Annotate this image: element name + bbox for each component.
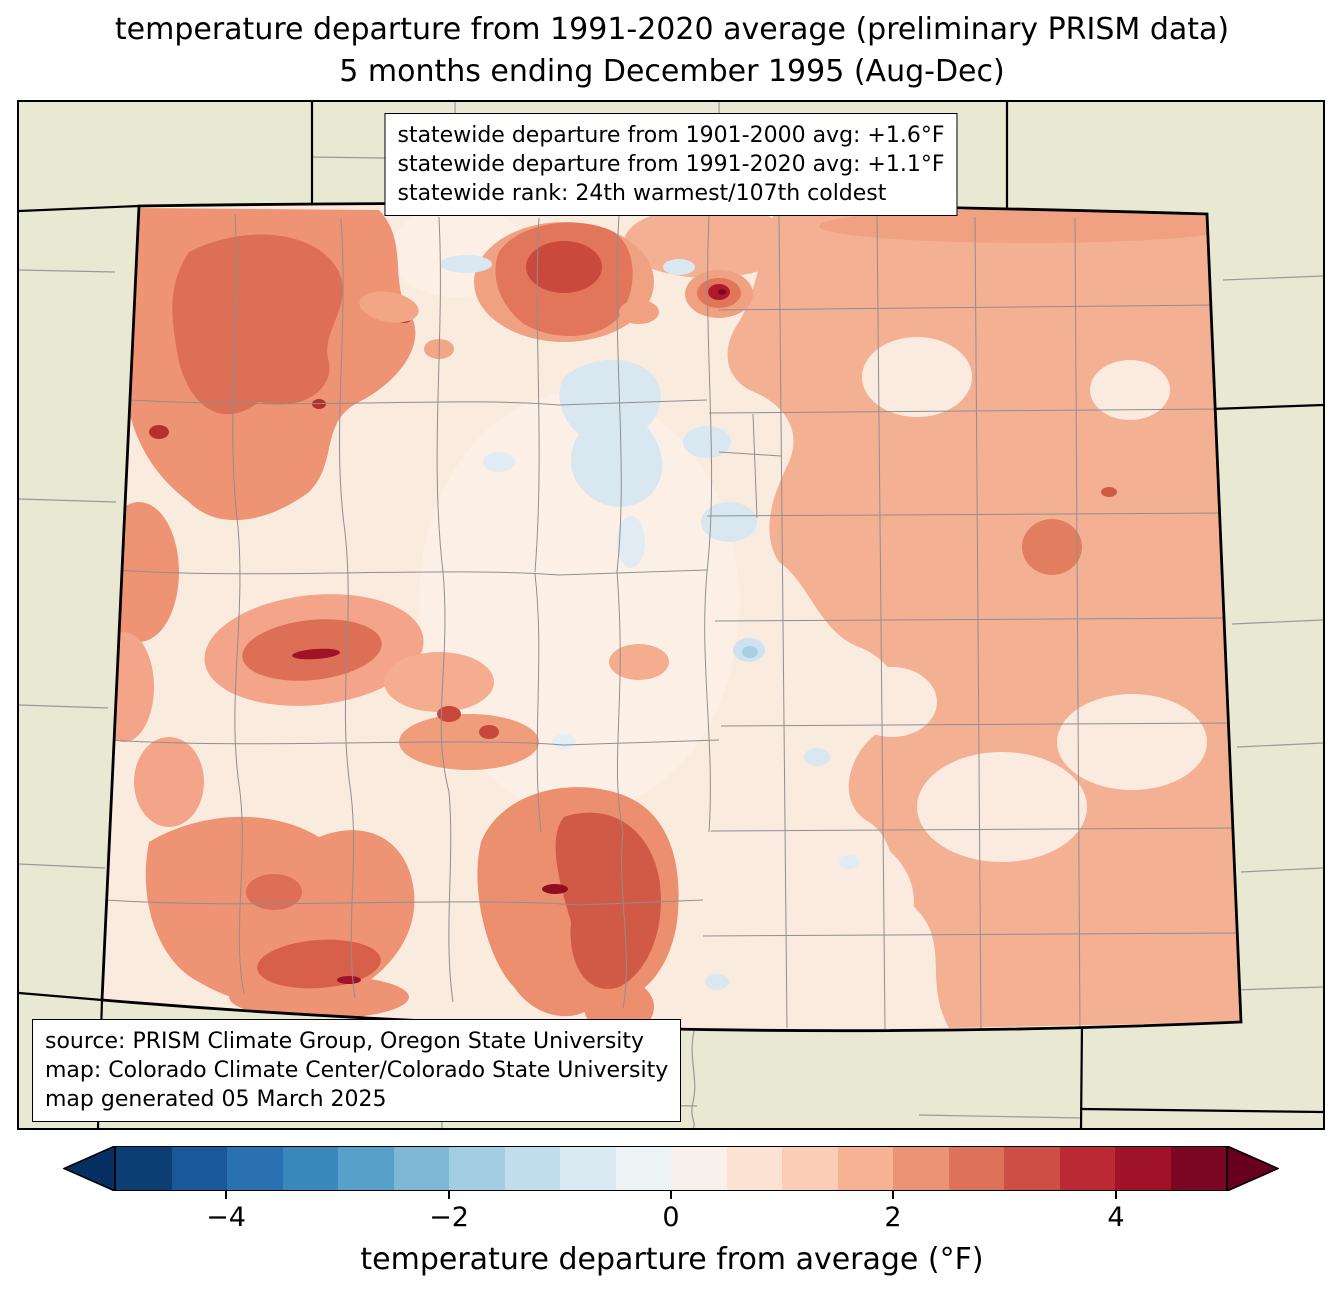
colorbar-segment [837,1147,893,1190]
colorbar-segment [393,1147,449,1190]
source-line-1: source: PRISM Climate Group, Oregon Stat… [45,1028,645,1054]
colorbar-axis-label: temperature departure from average (°F) [360,1242,984,1277]
colorbar-tick-label: 0 [662,1202,680,1233]
colorbar-tick-label: −2 [429,1202,469,1233]
source-line-3: map generated 05 March 2025 [45,1086,387,1112]
colorbar-segment [449,1147,505,1190]
chart-title-line2: 5 months ending December 1995 (Aug-Dec) [339,54,1005,89]
statewide-stats-box: statewide departure from 1901-2000 avg: … [384,113,958,217]
colorbar-segment [671,1147,727,1190]
colorbar-tick-mark [892,1191,894,1199]
colorbar-segment [1004,1147,1060,1190]
temperature-anomaly-blobs [102,203,1241,1031]
colorbar-segment [615,1147,671,1190]
colorbar-tick-mark [670,1191,672,1199]
colorbar-segment [893,1147,949,1190]
colorbar-tick-mark [1115,1191,1117,1199]
colorbar-segment [1115,1147,1171,1190]
colorbar-under-arrow [63,1146,115,1191]
colorbar-tick-mark [225,1191,227,1199]
colorbar-segment [282,1147,338,1190]
colorbar-segment [338,1147,394,1190]
colorbar-segment [560,1147,616,1190]
colorbar-segment [227,1147,283,1190]
source-line-2: map: Colorado Climate Center/Colorado St… [45,1057,669,1083]
colorbar-segments [115,1146,1227,1191]
colorbar-tick-label: 2 [884,1202,902,1233]
colorbar-segment [726,1147,782,1190]
stats-line-2: statewide departure from 1991-2020 avg: … [397,152,945,178]
source-attribution-box: source: PRISM Climate Group, Oregon Stat… [32,1018,682,1122]
colorbar-segment [116,1147,172,1190]
colorbar-tick-mark [448,1191,450,1199]
colorbar-tick-label: 4 [1107,1202,1125,1233]
colorbar-segment [1170,1147,1226,1190]
colorbar-segment [1059,1147,1115,1190]
stats-line-3: statewide rank: 24th warmest/107th colde… [397,181,887,207]
county-lines [104,213,1239,1031]
stats-line-1: statewide departure from 1901-2000 avg: … [397,123,945,148]
colorbar-segment [504,1147,560,1190]
colorbar: −4 −2 0 2 4 temperature departure from a… [0,1140,1344,1299]
colorbar-segment [948,1147,1004,1190]
colorbar-segment [782,1147,838,1190]
colorbar-over-arrow [1227,1146,1279,1191]
chart-title-line1: temperature departure from 1991-2020 ave… [114,12,1230,47]
colorado-map-svg [19,102,1323,1128]
colorbar-segment [171,1147,227,1190]
colorbar-tick-label: −4 [206,1202,246,1233]
map-frame: statewide departure from 1901-2000 avg: … [17,100,1325,1130]
